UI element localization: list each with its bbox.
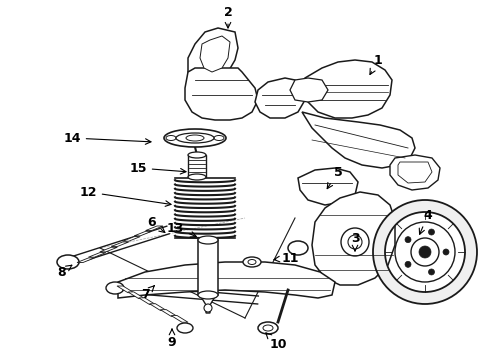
Text: 5: 5: [327, 166, 343, 189]
Text: 9: 9: [168, 329, 176, 348]
Polygon shape: [111, 242, 129, 247]
Circle shape: [428, 229, 435, 235]
Polygon shape: [100, 247, 117, 252]
Polygon shape: [146, 226, 163, 230]
Circle shape: [405, 261, 411, 267]
Text: 1: 1: [370, 54, 382, 75]
Polygon shape: [149, 304, 166, 310]
Ellipse shape: [263, 325, 273, 331]
Polygon shape: [200, 295, 216, 313]
Ellipse shape: [243, 257, 261, 267]
Circle shape: [411, 238, 439, 266]
Polygon shape: [188, 155, 206, 177]
Text: 6: 6: [147, 216, 165, 233]
Polygon shape: [77, 258, 95, 262]
Polygon shape: [185, 68, 258, 120]
Circle shape: [419, 246, 431, 258]
Ellipse shape: [348, 235, 362, 249]
Ellipse shape: [176, 133, 214, 143]
Text: 8: 8: [58, 265, 72, 279]
Polygon shape: [390, 155, 440, 190]
Ellipse shape: [248, 260, 256, 265]
Polygon shape: [171, 316, 188, 322]
Polygon shape: [302, 112, 415, 168]
Polygon shape: [312, 192, 395, 285]
Text: 15: 15: [129, 162, 186, 175]
Text: 12: 12: [79, 185, 171, 206]
Circle shape: [204, 304, 212, 312]
Circle shape: [395, 222, 455, 282]
Polygon shape: [134, 231, 151, 236]
Polygon shape: [198, 240, 218, 295]
Ellipse shape: [106, 282, 124, 294]
Polygon shape: [88, 253, 106, 257]
Ellipse shape: [288, 241, 308, 255]
Ellipse shape: [188, 174, 206, 180]
Text: 11: 11: [274, 252, 299, 265]
Polygon shape: [117, 286, 134, 293]
Polygon shape: [398, 162, 432, 183]
Polygon shape: [290, 78, 328, 102]
Text: 4: 4: [419, 208, 432, 234]
Polygon shape: [188, 28, 238, 85]
Text: 13: 13: [166, 221, 196, 237]
Polygon shape: [122, 237, 140, 241]
Polygon shape: [139, 298, 155, 305]
Ellipse shape: [258, 322, 278, 334]
Ellipse shape: [198, 236, 218, 244]
Ellipse shape: [188, 152, 206, 158]
Polygon shape: [118, 262, 335, 298]
Ellipse shape: [177, 323, 193, 333]
Polygon shape: [298, 168, 358, 205]
Polygon shape: [160, 310, 177, 316]
Ellipse shape: [166, 135, 176, 140]
Ellipse shape: [341, 228, 369, 256]
Text: 10: 10: [266, 333, 287, 351]
Polygon shape: [200, 36, 230, 72]
Polygon shape: [128, 292, 145, 298]
Text: 3: 3: [351, 231, 359, 251]
Text: 7: 7: [141, 286, 154, 302]
Circle shape: [405, 237, 411, 243]
Text: 14: 14: [63, 131, 151, 144]
Ellipse shape: [164, 129, 226, 147]
Circle shape: [428, 269, 435, 275]
Ellipse shape: [57, 255, 79, 269]
Polygon shape: [305, 60, 392, 118]
Wedge shape: [373, 200, 477, 304]
Ellipse shape: [186, 135, 204, 141]
Circle shape: [443, 249, 449, 255]
Ellipse shape: [198, 291, 218, 299]
Text: 2: 2: [223, 5, 232, 28]
Polygon shape: [255, 78, 305, 118]
Ellipse shape: [214, 135, 224, 140]
